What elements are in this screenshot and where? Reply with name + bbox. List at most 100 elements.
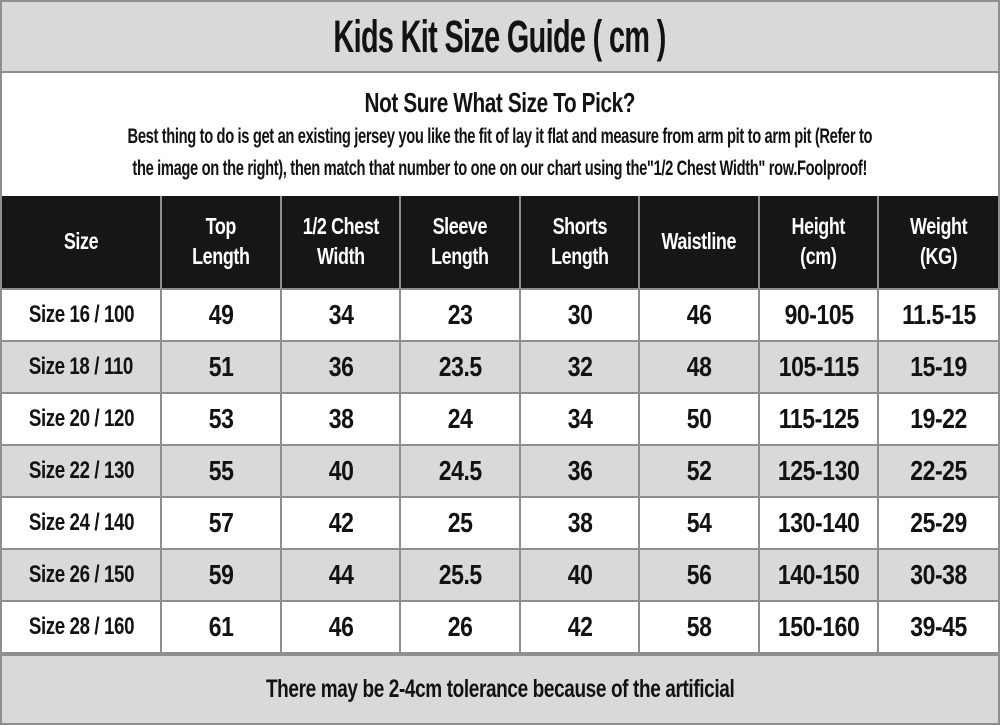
waistline-value: 52 <box>686 455 712 486</box>
value-cell: 40 <box>518 548 641 602</box>
value-cell: 57 <box>160 496 282 550</box>
size-cell: Size 28 / 160 <box>2 600 163 654</box>
value-cell: 38 <box>279 392 402 446</box>
value-cell: 105-115 <box>757 340 880 394</box>
chest-width-value: 40 <box>328 455 353 486</box>
table-row-size-16: Size 16 / 100 49 34 23 30 46 90-105 11.5… <box>2 288 998 342</box>
column-header-shorts-length: Shorts Length <box>518 196 641 290</box>
weight-range-value: 25-29 <box>910 507 968 538</box>
banner: Kids Kit Size Guide ( cm ) <box>2 2 998 73</box>
top-length-value: 53 <box>208 403 234 434</box>
sleeve-length-value: 25.5 <box>438 559 482 590</box>
top-length-value: 51 <box>208 351 234 382</box>
value-cell: 25 <box>399 496 521 550</box>
table-row-size-24: Size 24 / 140 57 42 25 38 54 130-140 25-… <box>2 496 998 550</box>
waistline-value: 50 <box>686 403 712 434</box>
column-header-size: Size <box>2 196 163 290</box>
shorts-length-value: 30 <box>567 299 593 330</box>
value-cell: 46 <box>279 600 402 654</box>
value-cell: 125-130 <box>757 444 880 498</box>
intro-heading: Not Sure What Size To Pick? <box>364 87 636 119</box>
height-range-value: 125-130 <box>777 455 860 486</box>
value-cell: 90-105 <box>757 288 880 342</box>
top-length-value: 55 <box>208 455 234 486</box>
value-cell: 25-29 <box>877 496 998 550</box>
size-cell: Size 18 / 110 <box>2 340 163 394</box>
height-range-value: 115-125 <box>778 403 860 434</box>
intro-section: Not Sure What Size To Pick? Best thing t… <box>2 73 998 196</box>
column-header-height: Height (cm) <box>757 196 880 290</box>
value-cell: 58 <box>638 600 760 654</box>
page-title: Kids Kit Size Guide ( cm ) <box>333 10 667 62</box>
sleeve-length-value: 25 <box>447 507 473 538</box>
waistline-value: 54 <box>686 507 712 538</box>
height-range-value: 90-105 <box>784 299 854 330</box>
table-row-size-22: Size 22 / 130 55 40 24.5 36 52 125-130 2… <box>2 444 998 498</box>
value-cell: 30-38 <box>877 548 998 602</box>
value-cell: 53 <box>160 392 282 446</box>
value-cell: 11.5-15 <box>877 288 998 342</box>
value-cell: 36 <box>518 444 641 498</box>
shorts-length-value: 38 <box>567 507 593 538</box>
chest-width-value: 34 <box>328 299 353 330</box>
value-cell: 42 <box>518 600 641 654</box>
height-range-value: 140-150 <box>777 559 860 590</box>
header-row: Size Top Length 1/2 Chest Width Sleeve L… <box>2 196 998 290</box>
sleeve-length-value: 24.5 <box>438 455 482 486</box>
shorts-length-value: 40 <box>567 559 593 590</box>
value-cell: 34 <box>518 392 641 446</box>
tolerance-note: There may be 2-4cm tolerance because of … <box>265 675 735 703</box>
waistline-value: 58 <box>686 611 712 642</box>
value-cell: 44 <box>279 548 402 602</box>
column-header-chest-width-label: 1/2 Chest Width <box>302 213 380 269</box>
shorts-length-value: 36 <box>567 455 593 486</box>
column-header-size-label: Size <box>63 228 99 255</box>
value-cell: 24.5 <box>399 444 521 498</box>
weight-range-value: 19-22 <box>910 403 968 434</box>
weight-range-value: 11.5-15 <box>901 299 976 330</box>
value-cell: 59 <box>160 548 282 602</box>
waistline-value: 56 <box>686 559 712 590</box>
value-cell: 23.5 <box>399 340 521 394</box>
value-cell: 150-160 <box>757 600 880 654</box>
shorts-length-value: 42 <box>567 611 593 642</box>
top-length-value: 57 <box>208 507 234 538</box>
intro-line-2-row: the image on the right), then match that… <box>2 154 998 184</box>
value-cell: 50 <box>638 392 760 446</box>
column-header-height-label: Height (cm) <box>791 213 846 269</box>
value-cell: 46 <box>638 288 760 342</box>
value-cell: 38 <box>518 496 641 550</box>
size-cell: Size 24 / 140 <box>2 496 163 550</box>
sleeve-length-value: 23 <box>447 299 473 330</box>
size-label: Size 28 / 160 <box>28 613 135 640</box>
value-cell: 42 <box>279 496 402 550</box>
value-cell: 22-25 <box>877 444 998 498</box>
size-table-body: Size 16 / 100 49 34 23 30 46 90-105 11.5… <box>2 288 998 654</box>
value-cell: 49 <box>160 288 282 342</box>
value-cell: 34 <box>279 288 402 342</box>
weight-range-value: 39-45 <box>910 611 968 642</box>
size-table: Size Top Length 1/2 Chest Width Sleeve L… <box>2 196 998 654</box>
chest-width-value: 42 <box>328 507 353 538</box>
column-header-chest-width: 1/2 Chest Width <box>279 196 402 290</box>
value-cell: 52 <box>638 444 760 498</box>
chest-width-value: 38 <box>328 403 353 434</box>
table-row-size-18: Size 18 / 110 51 36 23.5 32 48 105-115 1… <box>2 340 998 394</box>
size-cell: Size 20 / 120 <box>2 392 163 446</box>
height-range-value: 130-140 <box>777 507 860 538</box>
intro-line-1: Best thing to do is get an existing jers… <box>127 125 873 149</box>
column-header-top-length-label: Top Length <box>192 213 250 269</box>
weight-range-value: 30-38 <box>910 559 968 590</box>
sleeve-length-value: 26 <box>447 611 473 642</box>
value-cell: 25.5 <box>399 548 521 602</box>
value-cell: 39-45 <box>877 600 998 654</box>
sleeve-length-value: 23.5 <box>438 351 482 382</box>
top-length-value: 61 <box>208 611 234 642</box>
value-cell: 23 <box>399 288 521 342</box>
size-label: Size 22 / 130 <box>28 457 135 484</box>
column-header-waistline-label: Waistline <box>661 228 737 255</box>
value-cell: 55 <box>160 444 282 498</box>
footer-note: There may be 2-4cm tolerance because of … <box>2 654 998 723</box>
value-cell: 115-125 <box>757 392 880 446</box>
